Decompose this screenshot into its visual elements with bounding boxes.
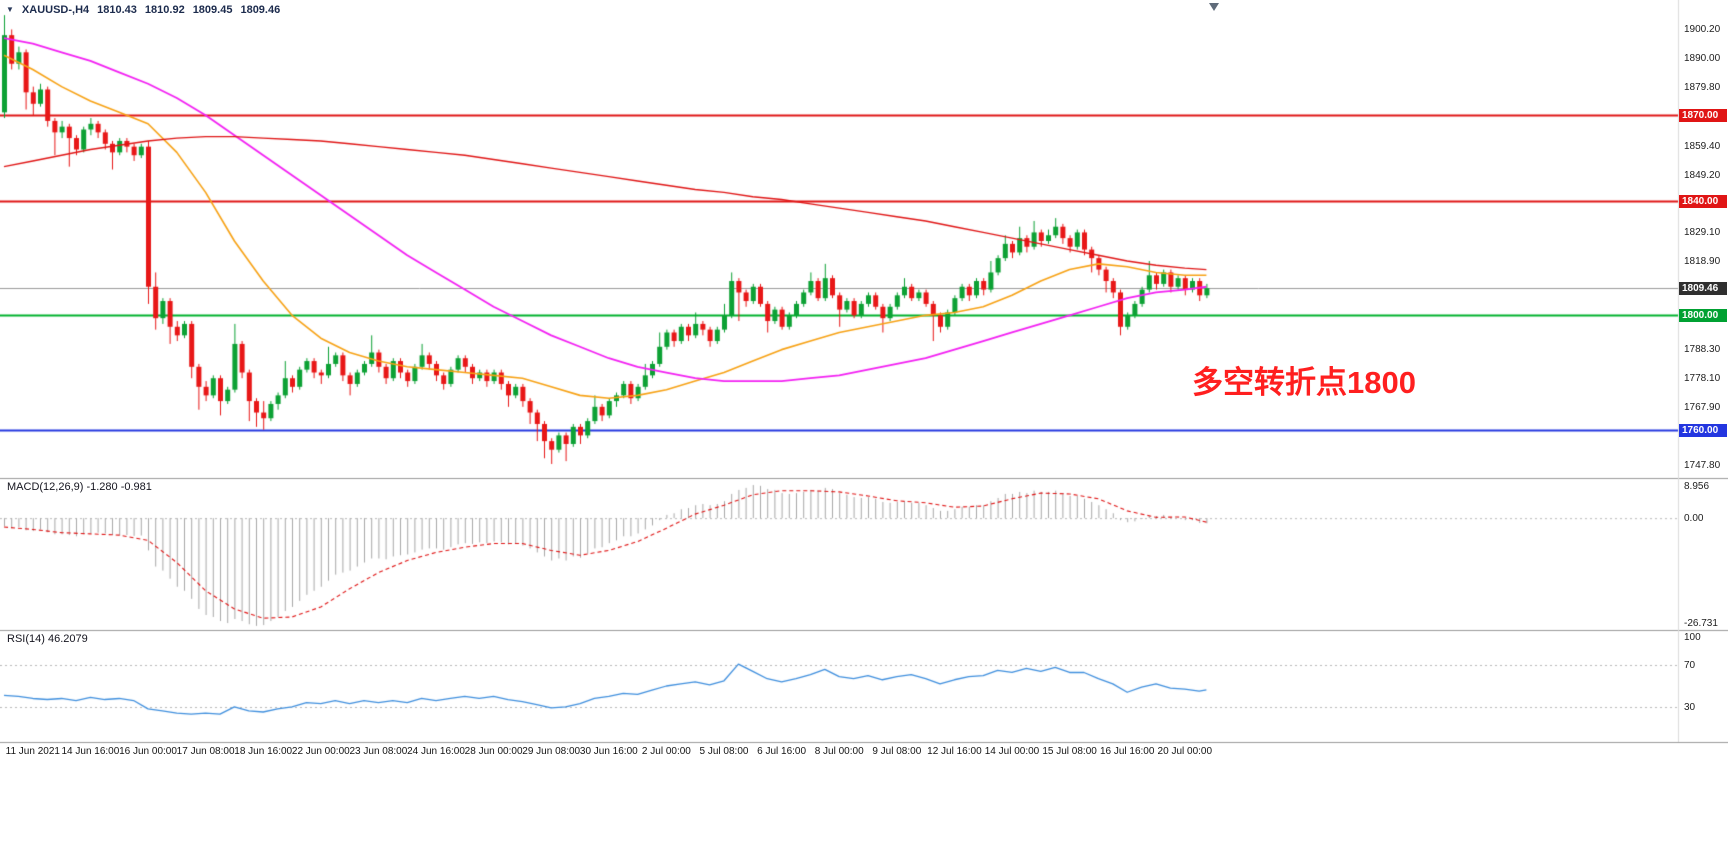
collapse-arrow-icon[interactable]: ▼ bbox=[6, 4, 14, 14]
ohlc-header: ▼ XAUUSD-,H4 1810.43 1810.92 1809.45 180… bbox=[6, 4, 280, 16]
rsi-label: RSI(14) 46.2079 bbox=[7, 633, 88, 645]
high-value: 1810.92 bbox=[144, 4, 185, 16]
macd-label: MACD(12,26,9) -1.280 -0.981 bbox=[7, 481, 152, 493]
low-value: 1809.45 bbox=[192, 4, 233, 16]
open-value: 1810.43 bbox=[97, 4, 137, 16]
annotation-text[interactable]: 多空转折点1800 bbox=[1192, 365, 1416, 400]
close-value: 1809.46 bbox=[240, 4, 281, 16]
symbol-timeframe-label: XAUUSD-,H4 bbox=[21, 4, 90, 16]
chart-shift-marker-icon[interactable] bbox=[1209, 3, 1219, 11]
